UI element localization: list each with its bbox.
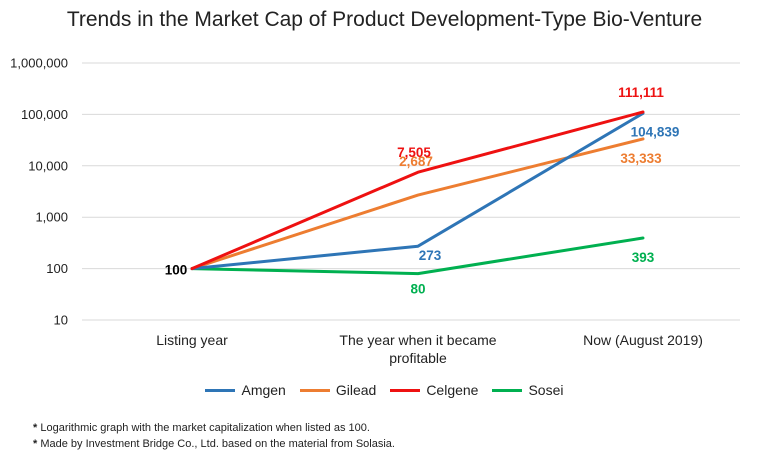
data-label-amgen: 273: [419, 248, 442, 263]
legend-item-sosei: Sosei: [492, 382, 564, 398]
y-tick-label: 100: [46, 261, 68, 276]
y-tick-label: 10: [54, 313, 68, 328]
legend-item-amgen: Amgen: [205, 382, 286, 398]
chart-title: Trends in the Market Cap of Product Deve…: [66, 8, 703, 31]
x-tick-label: Now (August 2019): [583, 332, 703, 348]
x-tick-label: Listing year: [156, 332, 228, 348]
footnote-1: * Logarithmic graph with the market capi…: [33, 422, 370, 434]
footnote-2: * Made by Investment Bridge Co., Ltd. ba…: [33, 438, 395, 450]
legend-item-celgene: Celgene: [390, 382, 478, 398]
data-label-gilead: 33,333: [620, 151, 662, 166]
legend-item-gilead: Gilead: [299, 382, 377, 398]
data-label-sosei: 80: [410, 282, 425, 297]
footnote-mark: *: [33, 422, 38, 434]
y-tick-label: 1,000: [35, 210, 68, 225]
legend-label: Gilead: [335, 382, 377, 398]
series-lines: [190, 110, 645, 276]
legend-swatch: [390, 388, 421, 392]
data-label-gilead: 2,687: [399, 154, 433, 169]
legend: Amgen Gilead Celgene Sosei: [0, 382, 769, 398]
legend-swatch: [205, 388, 236, 392]
data-label-sosei: 393: [632, 250, 655, 265]
data-label-start: 100: [165, 263, 188, 278]
x-tick-label: The year when it became profitable: [339, 332, 496, 366]
data-labels: 273 104,839 2,687 33,333 7,505 111,111 80 393 10…: [165, 85, 680, 297]
legend-label: Amgen: [241, 382, 286, 398]
chart-plot: 10 100 1,000 10,000 100,000 1,000,000 Listing…: [10, 56, 740, 366]
y-axis: 10 100 1,000 10,000 100,000 1,000,000: [10, 56, 68, 328]
data-label-amgen: 104,839: [631, 124, 680, 139]
legend-swatch: [492, 388, 523, 392]
footnote-text: Logarithmic graph with the market capita…: [40, 422, 370, 434]
legend-label: Celgene: [426, 382, 479, 398]
legend-label: Sosei: [528, 382, 564, 398]
y-tick-label: 1,000,000: [10, 56, 68, 71]
legend-swatch: [299, 388, 330, 392]
data-label-celgene: 7,505: [397, 145, 431, 160]
data-label-celgene: 111,111: [618, 85, 664, 100]
x-axis: Listing year The year when it became profi…: [156, 332, 703, 366]
y-tick-label: 10,000: [28, 158, 68, 173]
footnote-text: Made by Investment Bridge Co., Ltd. base…: [40, 438, 395, 450]
footnote-mark: *: [33, 438, 38, 450]
y-tick-label: 100,000: [21, 107, 68, 122]
